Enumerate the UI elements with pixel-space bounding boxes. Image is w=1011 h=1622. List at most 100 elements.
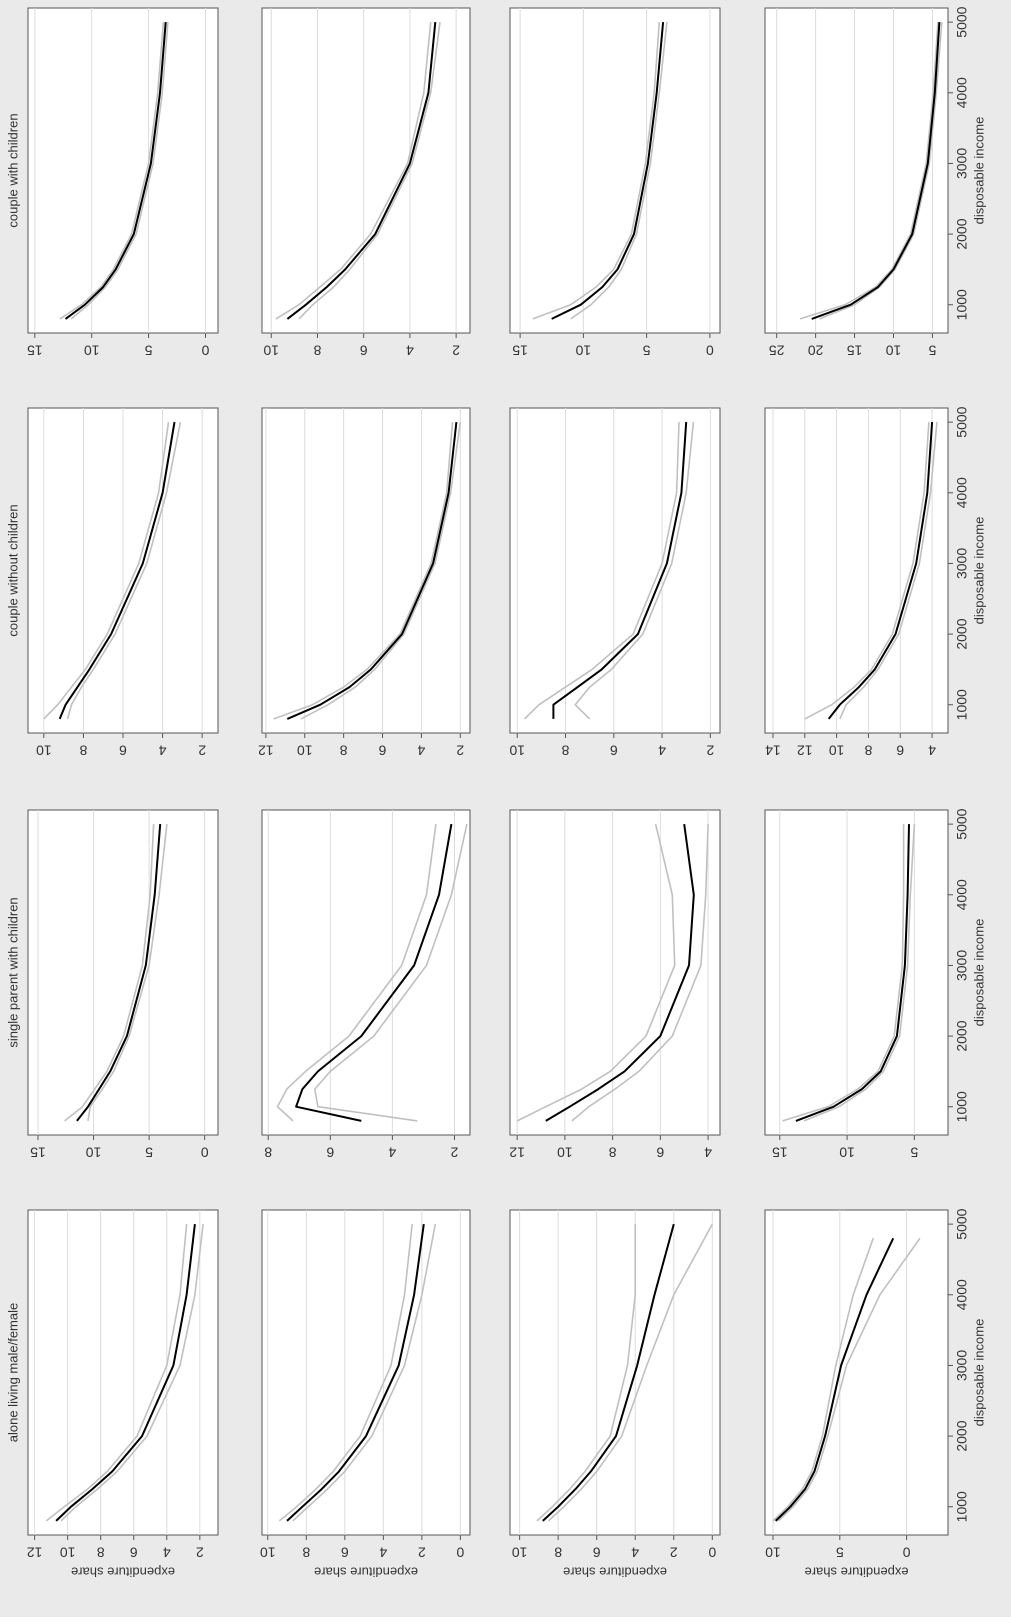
x-tick-label: 4000 bbox=[954, 77, 970, 108]
plot-area bbox=[509, 407, 721, 734]
y-tick-label: 10 bbox=[260, 1544, 276, 1560]
y-tick-label: 4 bbox=[658, 742, 666, 758]
x-tick-label: 4000 bbox=[954, 477, 970, 508]
plot-area bbox=[509, 1209, 721, 1536]
series-line bbox=[827, 422, 934, 720]
y-tick-label: 4 bbox=[704, 1144, 712, 1160]
x-axis-label: disposable income bbox=[971, 919, 986, 1027]
series-line bbox=[55, 1223, 196, 1522]
series-line bbox=[516, 823, 676, 1122]
series-line bbox=[286, 22, 437, 320]
y-tick-label: 10 bbox=[557, 1144, 573, 1160]
y-tick-label: 5 bbox=[836, 1544, 844, 1560]
series-line bbox=[278, 1224, 413, 1522]
y-tick-label: 10 bbox=[297, 742, 313, 758]
x-tick-label: 4000 bbox=[954, 1279, 970, 1310]
y-tick-label: 4 bbox=[928, 742, 936, 758]
series-line bbox=[300, 421, 462, 720]
series-line bbox=[286, 1223, 425, 1522]
y-tick-label: 8 bbox=[609, 1144, 617, 1160]
x-tick-label: 2000 bbox=[954, 618, 970, 649]
series-line bbox=[59, 22, 165, 320]
series-line bbox=[775, 1237, 895, 1522]
y-tick-label: 15 bbox=[512, 342, 528, 358]
series-line bbox=[66, 421, 182, 720]
y-tick-label: 14 bbox=[765, 742, 781, 758]
series-line bbox=[536, 1224, 636, 1522]
y-tick-label: 4 bbox=[631, 1544, 639, 1560]
y-tick-label: 6 bbox=[656, 1144, 664, 1160]
series-line bbox=[314, 823, 468, 1122]
series-line bbox=[87, 824, 168, 1122]
y-tick-label: 6 bbox=[896, 742, 904, 758]
y-tick-label: 8 bbox=[561, 742, 569, 758]
x-axis-label: disposable income bbox=[971, 1319, 986, 1427]
series-line bbox=[295, 823, 453, 1122]
series-line bbox=[570, 22, 668, 320]
x-tick-label: 1000 bbox=[954, 689, 970, 720]
plot-area bbox=[27, 1209, 219, 1536]
series-line bbox=[273, 422, 454, 720]
y-tick-label: 20 bbox=[808, 342, 824, 358]
series-line bbox=[839, 422, 938, 720]
series-line bbox=[795, 824, 910, 1122]
y-tick-label: 0 bbox=[201, 342, 209, 358]
plot-area bbox=[764, 1209, 949, 1536]
y-tick-label: 10 bbox=[829, 742, 845, 758]
series-line bbox=[286, 421, 458, 720]
series-line bbox=[551, 22, 665, 320]
y-tick-label: 12 bbox=[27, 1544, 43, 1560]
plot-area bbox=[764, 809, 949, 1136]
series-line bbox=[292, 1223, 437, 1522]
y-tick-label: 10 bbox=[765, 1544, 781, 1560]
series-line bbox=[532, 22, 661, 320]
x-tick-label: 3000 bbox=[954, 148, 970, 179]
y-tick-label: 8 bbox=[313, 342, 321, 358]
y-tick-label: 0 bbox=[456, 1544, 464, 1560]
series-line bbox=[819, 22, 943, 320]
series-line bbox=[298, 21, 441, 320]
x-tick-label: 2000 bbox=[954, 1020, 970, 1051]
series-line bbox=[43, 421, 170, 720]
y-tick-label: 10 bbox=[60, 1544, 76, 1560]
y-axis-label: expenditure share bbox=[563, 1565, 667, 1580]
series-line bbox=[70, 22, 169, 320]
y-tick-label: 10 bbox=[575, 342, 591, 358]
x-tick-label: 1000 bbox=[954, 289, 970, 320]
plot-area bbox=[261, 809, 471, 1136]
x-tick-label: 5000 bbox=[954, 406, 970, 437]
series-line bbox=[542, 1223, 675, 1522]
y-tick-label: 5 bbox=[910, 1144, 918, 1160]
y-tick-label: 4 bbox=[417, 742, 425, 758]
y-tick-label: 2 bbox=[198, 742, 206, 758]
y-tick-label: 10 bbox=[86, 1144, 102, 1160]
y-tick-label: 2 bbox=[706, 742, 714, 758]
y-tick-label: 0 bbox=[902, 1544, 910, 1560]
plot-area bbox=[261, 407, 471, 734]
x-tick-label: 4000 bbox=[954, 879, 970, 910]
y-axis-label: expenditure share bbox=[314, 1565, 418, 1580]
series-line bbox=[64, 22, 167, 320]
y-tick-label: 6 bbox=[130, 1544, 138, 1560]
y-tick-label: 5 bbox=[145, 1144, 153, 1160]
y-tick-label: 2 bbox=[452, 342, 460, 358]
y-axis-label: expenditure share bbox=[71, 1565, 175, 1580]
series-line bbox=[45, 1224, 188, 1522]
y-tick-label: 10 bbox=[36, 742, 52, 758]
x-tick-label: 3000 bbox=[954, 950, 970, 981]
y-tick-label: 8 bbox=[864, 742, 872, 758]
x-tick-label: 5000 bbox=[954, 6, 970, 37]
y-tick-label: 10 bbox=[512, 1544, 528, 1560]
y-tick-label: 4 bbox=[406, 342, 414, 358]
y-tick-label: 5 bbox=[643, 342, 651, 358]
y-tick-label: 25 bbox=[769, 342, 785, 358]
y-tick-label: 6 bbox=[378, 742, 386, 758]
series-line bbox=[571, 824, 709, 1122]
y-tick-label: 6 bbox=[326, 1144, 334, 1160]
panel-title: single parent with children bbox=[5, 897, 20, 1047]
x-tick-label: 3000 bbox=[954, 1350, 970, 1381]
y-tick-label: 2 bbox=[670, 1544, 678, 1560]
y-tick-label: 2 bbox=[456, 742, 464, 758]
y-tick-label: 15 bbox=[772, 1144, 788, 1160]
